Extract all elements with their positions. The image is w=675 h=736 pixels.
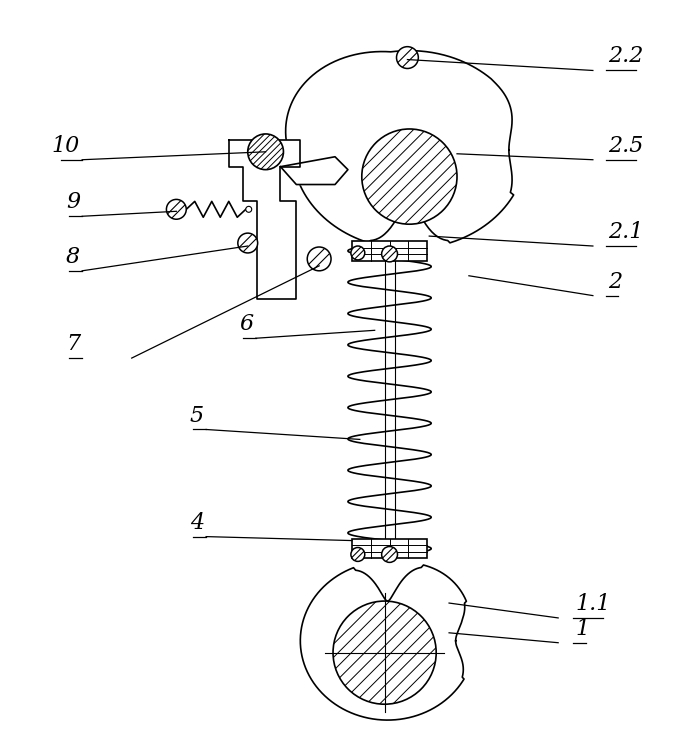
Polygon shape — [300, 565, 466, 720]
Text: 1.1: 1.1 — [575, 593, 610, 615]
Circle shape — [248, 134, 284, 169]
Text: 2: 2 — [608, 271, 622, 293]
Circle shape — [351, 246, 364, 260]
Circle shape — [351, 548, 364, 562]
Circle shape — [396, 46, 418, 68]
Polygon shape — [229, 140, 300, 299]
Text: 10: 10 — [52, 135, 80, 157]
Circle shape — [362, 129, 457, 224]
Circle shape — [333, 601, 436, 704]
Circle shape — [381, 246, 398, 262]
Text: 7: 7 — [66, 333, 80, 355]
Polygon shape — [281, 157, 348, 185]
Text: 9: 9 — [66, 191, 80, 213]
Circle shape — [238, 233, 258, 253]
Text: 8: 8 — [66, 246, 80, 268]
Bar — [352, 241, 427, 261]
Bar — [352, 539, 427, 559]
Text: 1: 1 — [575, 618, 589, 640]
Circle shape — [246, 206, 252, 212]
Text: 2.1: 2.1 — [608, 221, 643, 243]
Circle shape — [307, 247, 331, 271]
Text: 2.5: 2.5 — [608, 135, 643, 157]
Circle shape — [167, 199, 186, 219]
Text: 6: 6 — [240, 314, 254, 336]
Text: 4: 4 — [190, 512, 204, 534]
Text: 5: 5 — [190, 405, 204, 427]
Circle shape — [381, 547, 398, 562]
Text: 2.2: 2.2 — [608, 46, 643, 68]
Polygon shape — [286, 51, 514, 243]
